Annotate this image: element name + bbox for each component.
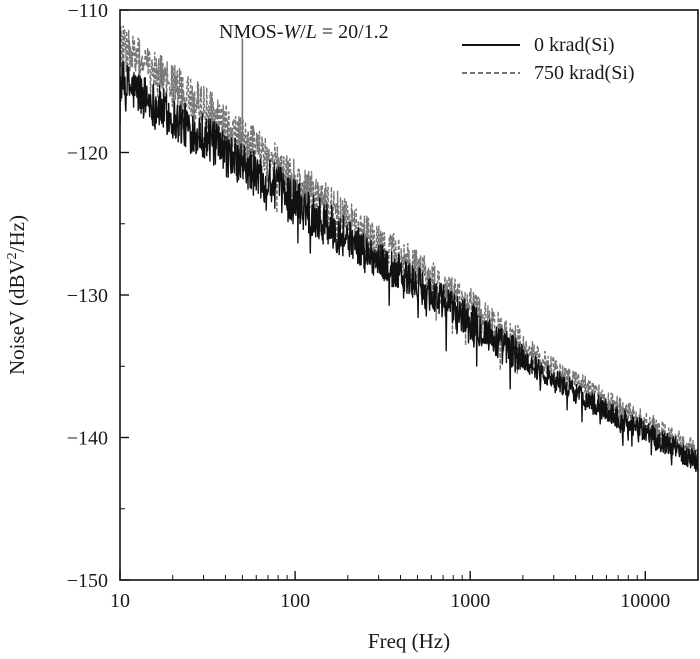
y-axis-title: NoiseV (dBV2/Hz) (5, 215, 29, 375)
x-tick-label: 10 (110, 590, 130, 612)
x-axis-title: Freq (Hz) (368, 629, 450, 653)
x-axis: 10 100 1000 10000 (110, 571, 670, 612)
legend-label-0-krad: 0 krad(Si) (534, 34, 615, 56)
x-tick-label: 10000 (620, 590, 670, 612)
x-tick-label: 1000 (450, 590, 490, 612)
y-tick-label: −150 (67, 570, 108, 592)
series-layer (120, 25, 698, 473)
y-axis: −110 −120 −130 −140 −150 (67, 0, 129, 592)
y-tick-label: −110 (67, 0, 108, 22)
y-tick-label: −140 (67, 428, 108, 450)
chart-annotation: NMOS-W/L = 20/1.2 (219, 21, 389, 43)
legend-label-750-krad: 750 krad(Si) (534, 62, 635, 84)
x-tick-label: 100 (280, 590, 310, 612)
series-line-750-krad (120, 25, 698, 465)
y-tick-label: −120 (67, 143, 108, 165)
series-line-0-krad (120, 61, 698, 473)
y-tick-label: −130 (67, 285, 108, 307)
legend: 0 krad(Si) 750 krad(Si) (462, 34, 635, 84)
